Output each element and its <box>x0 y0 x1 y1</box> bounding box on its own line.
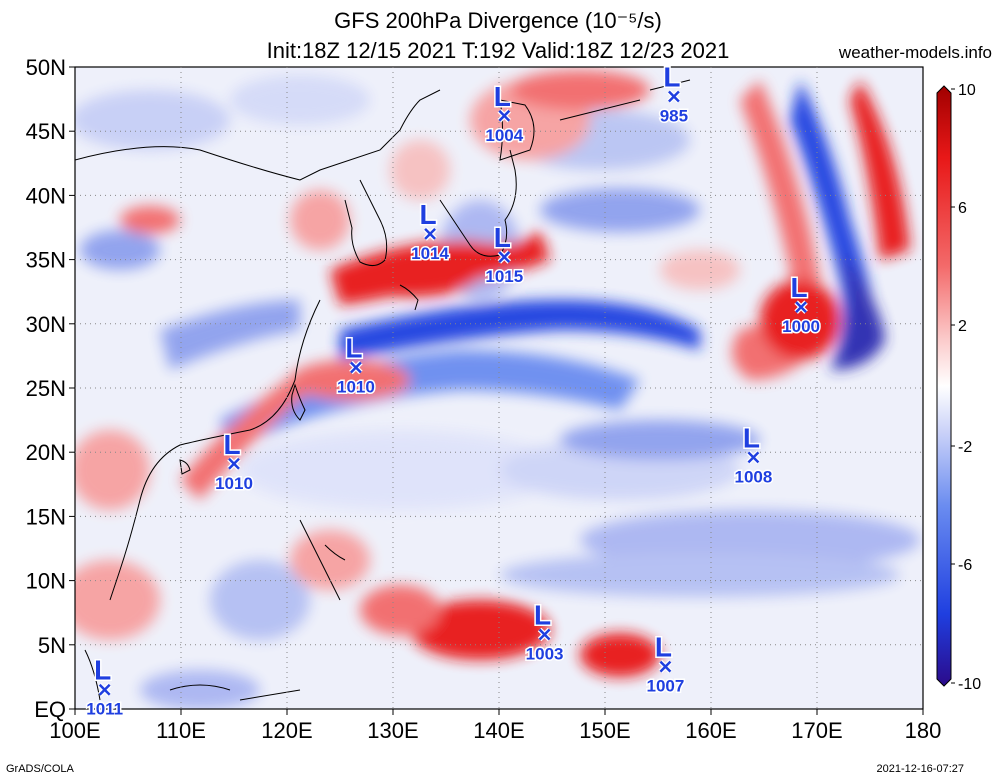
lat-tick-label: 40N <box>26 183 66 208</box>
longitude-labels: 100E 110E 120E 130E 140E 150E 160E 170E 180 <box>49 709 941 743</box>
lat-tick-label: 20N <box>26 440 66 465</box>
lon-tick-label: 160E <box>685 718 736 743</box>
low-center-mark <box>795 301 807 313</box>
colorbar-labels: 10 6 2 -2 -6 -10 <box>951 82 981 693</box>
low-center-mark <box>228 457 240 470</box>
colorbar: 10 6 2 -2 -6 -10 <box>936 82 981 693</box>
lat-tick-label: 10N <box>26 569 66 594</box>
lon-tick-label: 140E <box>473 718 524 743</box>
low-center-mark <box>98 683 111 696</box>
lat-tick-label: 30N <box>26 312 66 337</box>
render-timestamp: 2021-12-16-07:27 <box>876 763 964 775</box>
lat-tick-label: 5N <box>38 633 66 658</box>
low-pressure-center: L 985 <box>658 60 689 127</box>
low-center-mark <box>350 361 362 374</box>
low-center-mark <box>668 90 680 103</box>
colorbar-tick-label: 10 <box>958 82 976 99</box>
low-letter: L <box>345 332 362 363</box>
colorbar-tick-label: -6 <box>958 557 972 574</box>
low-pressure-center: L 1008 <box>733 421 774 488</box>
low-center-mark <box>498 251 511 263</box>
lon-tick-label: 180 <box>905 718 942 743</box>
gridlines <box>75 67 923 709</box>
low-pressure-value: 985 <box>660 107 688 126</box>
low-pressure-value: 1010 <box>337 377 375 396</box>
map-subtitle: Init:18Z 12/15 2021 T:192 Valid:18Z 12/2… <box>266 38 730 63</box>
lat-tick-label: 25N <box>26 376 66 401</box>
low-pressure-value: 1008 <box>734 467 772 486</box>
colorbar-tick-label: 6 <box>958 200 967 217</box>
low-letter: L <box>663 62 680 93</box>
low-letter: L <box>94 655 111 686</box>
low-center-mark <box>659 660 672 673</box>
low-pressure-center: L 1000 <box>781 271 822 338</box>
low-pressure-value: 1015 <box>485 267 523 286</box>
low-center-mark <box>498 109 511 122</box>
low-pressure-center: L 1010 <box>335 331 376 398</box>
divergence-field <box>75 67 923 709</box>
low-pressure-center: L 1011 <box>85 653 125 720</box>
low-letter: L <box>494 222 511 253</box>
lon-tick-label: 110E <box>156 718 206 743</box>
low-pressure-center: L 1003 <box>524 598 565 665</box>
grads-credit: GrADS/COLA <box>6 763 74 775</box>
lon-tick-label: 170E <box>791 718 842 743</box>
low-pressure-value: 1000 <box>782 317 820 336</box>
lat-tick-label: 45N <box>26 119 66 144</box>
low-pressure-center: L 1015 <box>484 221 525 288</box>
lon-tick-label: 130E <box>367 718 418 743</box>
low-letter: L <box>791 272 808 303</box>
low-letter: L <box>743 422 760 453</box>
coastlines <box>75 79 691 701</box>
low-pressure-center: L 1010 <box>214 427 255 494</box>
lon-tick-label: 150E <box>579 718 630 743</box>
site-name: weather-models.info <box>838 43 992 62</box>
lon-tick-label: 100E <box>49 718 100 743</box>
low-center-mark <box>424 228 436 240</box>
low-letter: L <box>223 429 240 460</box>
colorbar-tick-label: 2 <box>958 318 967 335</box>
low-letter: L <box>420 199 437 230</box>
colorbar-tick-label: -10 <box>958 676 981 693</box>
low-letter: L <box>534 600 551 631</box>
low-letter: L <box>655 632 672 663</box>
lon-tick-label: 120E <box>261 718 312 743</box>
low-pressure-center: L 1004 <box>484 79 525 146</box>
low-pressure-center: L 1007 <box>645 630 686 697</box>
low-pressure-value: 1007 <box>647 677 685 696</box>
lat-tick-label: 35N <box>26 248 66 273</box>
colorbar-tick-label: -2 <box>958 439 972 456</box>
colorbar-scale <box>936 85 952 687</box>
latitude-labels: EQ 5N 10N 15N 20N 25N 30N 35N 40N 45N 50N <box>26 55 75 722</box>
low-pressure-value: 1004 <box>485 126 523 145</box>
low-pressure-value: 1011 <box>86 700 123 719</box>
low-center-mark <box>747 451 760 464</box>
low-pressure-value: 1003 <box>526 645 564 664</box>
low-pressure-value: 1014 <box>411 244 449 263</box>
low-pressure-center: L 1014 <box>410 197 451 264</box>
low-center-mark <box>538 628 551 641</box>
low-letter: L <box>494 81 511 112</box>
lat-tick-label: 15N <box>26 504 66 529</box>
lat-tick-label: 50N <box>26 55 66 80</box>
map-title: GFS 200hPa Divergence (10⁻⁵/s) <box>334 8 662 33</box>
lat-tick-label: EQ <box>34 697 66 722</box>
low-pressure-value: 1010 <box>215 474 253 493</box>
